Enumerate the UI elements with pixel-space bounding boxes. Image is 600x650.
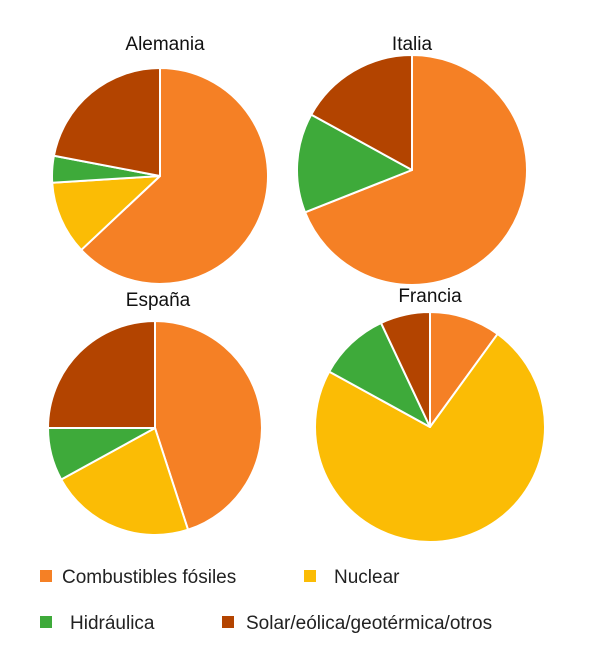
legend: Combustibles fósiles Nuclear Hidráulica … xyxy=(40,567,492,634)
legend-swatch-solar xyxy=(222,616,234,628)
pie-slice-fossil xyxy=(154,320,263,531)
pie-slice-nuclear xyxy=(60,427,190,536)
legend-label-nuclear: Nuclear xyxy=(334,567,400,588)
pie-2: Italia xyxy=(296,34,528,286)
pie-3: España xyxy=(47,290,263,536)
pie-title: Alemania xyxy=(125,34,205,55)
legend-swatch-hydro xyxy=(40,616,52,628)
pie-4: Francia xyxy=(314,286,546,543)
pie-1: Alemania xyxy=(50,34,269,285)
pie-slice-solar xyxy=(310,54,413,171)
pie-slice-solar xyxy=(380,311,431,428)
pie-title: España xyxy=(126,290,191,311)
legend-swatch-fossil xyxy=(40,570,52,582)
pie-slice-nuclear xyxy=(314,332,546,543)
pie-slice-fossil xyxy=(80,67,269,285)
pie-slice-hydro xyxy=(296,113,413,214)
legend-label-fossil: Combustibles fósiles xyxy=(62,567,236,588)
pie-slice-hydro xyxy=(328,321,431,428)
pie-charts: Alemania Italia España Francia xyxy=(47,34,546,543)
legend-label-solar: Solar/eólica/geotérmica/otros xyxy=(246,613,492,634)
pie-slice-nuclear xyxy=(51,175,161,251)
pie-title: Italia xyxy=(392,34,433,55)
pie-slice-solar xyxy=(47,320,156,429)
pie-slice-fossil xyxy=(429,311,499,428)
legend-label-hydro: Hidráulica xyxy=(70,613,155,634)
pie-slice-solar xyxy=(52,67,161,177)
legend-swatch-nuclear xyxy=(304,570,316,582)
pie-slice-fossil xyxy=(304,54,528,286)
pie-title: Francia xyxy=(398,286,462,307)
